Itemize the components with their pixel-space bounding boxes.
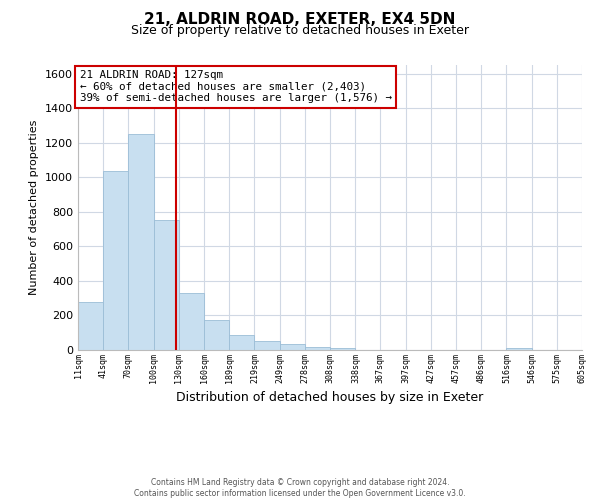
- Bar: [103, 171, 128, 350]
- Text: 21 ALDRIN ROAD: 127sqm
← 60% of detached houses are smaller (2,403)
39% of semi-: 21 ALDRIN ROAD: 127sqm ← 60% of detached…: [80, 70, 392, 103]
- Text: Contains HM Land Registry data © Crown copyright and database right 2024.
Contai: Contains HM Land Registry data © Crown c…: [134, 478, 466, 498]
- Bar: [179, 293, 205, 350]
- Bar: [254, 342, 280, 350]
- Bar: [305, 346, 330, 350]
- Bar: [229, 336, 254, 350]
- Bar: [506, 348, 532, 350]
- X-axis label: Distribution of detached houses by size in Exeter: Distribution of detached houses by size …: [176, 391, 484, 404]
- Bar: [205, 320, 229, 350]
- Y-axis label: Number of detached properties: Number of detached properties: [29, 120, 40, 295]
- Text: 21, ALDRIN ROAD, EXETER, EX4 5DN: 21, ALDRIN ROAD, EXETER, EX4 5DN: [145, 12, 455, 28]
- Text: Size of property relative to detached houses in Exeter: Size of property relative to detached ho…: [131, 24, 469, 37]
- Bar: [128, 134, 154, 350]
- Bar: [280, 344, 305, 350]
- Bar: [154, 220, 179, 350]
- Bar: [330, 348, 355, 350]
- Bar: [78, 302, 103, 350]
